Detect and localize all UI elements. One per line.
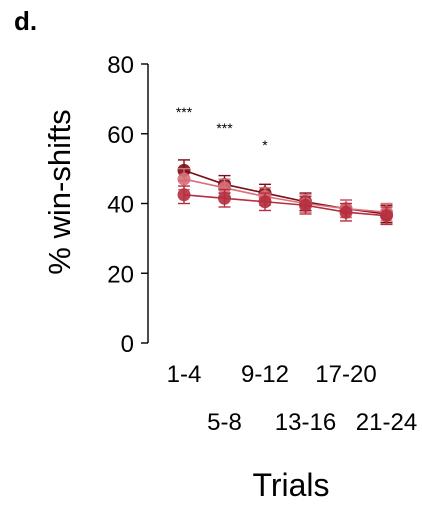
significance-marker: *** xyxy=(176,104,193,120)
x-tick-label: 13-16 xyxy=(275,409,336,436)
y-tick-label: 60 xyxy=(107,122,134,149)
x-tick-label: 5-8 xyxy=(207,409,242,436)
significance-marker: *** xyxy=(216,120,233,136)
significance-layer: ******* xyxy=(176,104,268,153)
series-layer xyxy=(177,159,393,226)
x-tick-label: 1-4 xyxy=(167,361,202,388)
series-line xyxy=(183,193,387,217)
series-2 xyxy=(177,185,393,226)
y-axis: 0 20 40 60 80 xyxy=(107,52,149,358)
y-tick-label: 40 xyxy=(107,192,134,219)
data-point xyxy=(218,191,231,205)
y-tick-label: 80 xyxy=(107,52,134,79)
data-point xyxy=(218,181,231,195)
x-axis-label: Trials xyxy=(252,467,329,503)
data-point xyxy=(177,188,191,202)
data-point xyxy=(339,205,353,219)
panel-label: d. xyxy=(14,6,37,36)
data-point xyxy=(299,198,312,212)
y-tick-label: 0 xyxy=(121,331,134,358)
y-tick-label: 20 xyxy=(107,261,134,288)
data-point xyxy=(258,195,272,209)
x-tick-label: 21-24 xyxy=(356,409,417,436)
significance-marker: * xyxy=(262,137,268,153)
x-tick-label: 9-12 xyxy=(241,361,289,388)
series-line xyxy=(183,169,387,215)
series-line xyxy=(183,178,387,214)
x-tick-label: 17-20 xyxy=(315,361,376,388)
x-tick-labels: 1-45-8 9-12 13-16 17-20 21-24 xyxy=(167,361,418,436)
data-point xyxy=(380,209,393,223)
data-point xyxy=(177,172,191,186)
y-axis-label: % win-shifts xyxy=(42,109,77,274)
